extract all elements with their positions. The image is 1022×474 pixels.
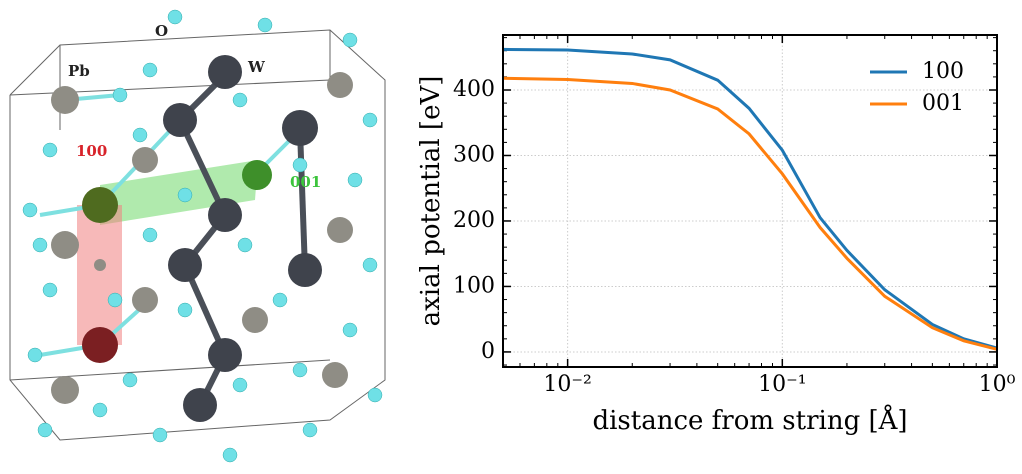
atom-100 <box>82 187 118 223</box>
label-001: 001 <box>290 173 321 191</box>
y-tick-label: 400 <box>453 77 495 102</box>
x-axis-label: distance from string [Å] <box>592 404 907 436</box>
legend-label: 001 <box>922 91 964 116</box>
y-tick-label: 100 <box>453 273 495 298</box>
x-tick-label: 10⁻¹ <box>758 372 806 397</box>
crystal-structure: Pb O W 100 001 <box>9 9 386 463</box>
direction-band-100 <box>77 205 122 345</box>
y-axis-label: axial potential [eV] <box>416 76 446 327</box>
oxygen-atoms <box>22 9 383 463</box>
plot-frame <box>502 34 998 368</box>
label-w: W <box>247 58 266 76</box>
atom-001 <box>242 160 272 190</box>
label-o: O <box>155 22 168 40</box>
label-pb: Pb <box>68 62 90 80</box>
x-tick-label: 10⁻² <box>543 372 591 397</box>
line-series <box>502 47 998 350</box>
x-tick-label: 10⁰ <box>979 372 1016 397</box>
y-tick-label: 300 <box>453 142 495 167</box>
label-100: 100 <box>76 142 107 160</box>
tungsten-atoms <box>163 55 322 422</box>
y-tick-label: 200 <box>453 208 495 233</box>
y-tick-label: 0 <box>481 339 495 364</box>
lead-atoms <box>51 72 353 404</box>
line-series <box>502 76 998 351</box>
legend-label: 100 <box>922 59 964 84</box>
atom-origin <box>82 327 118 363</box>
chart: 0 100 200 300 400 10⁻² 10⁻¹ 10⁰ 100 001 distance f… <box>416 34 1016 436</box>
